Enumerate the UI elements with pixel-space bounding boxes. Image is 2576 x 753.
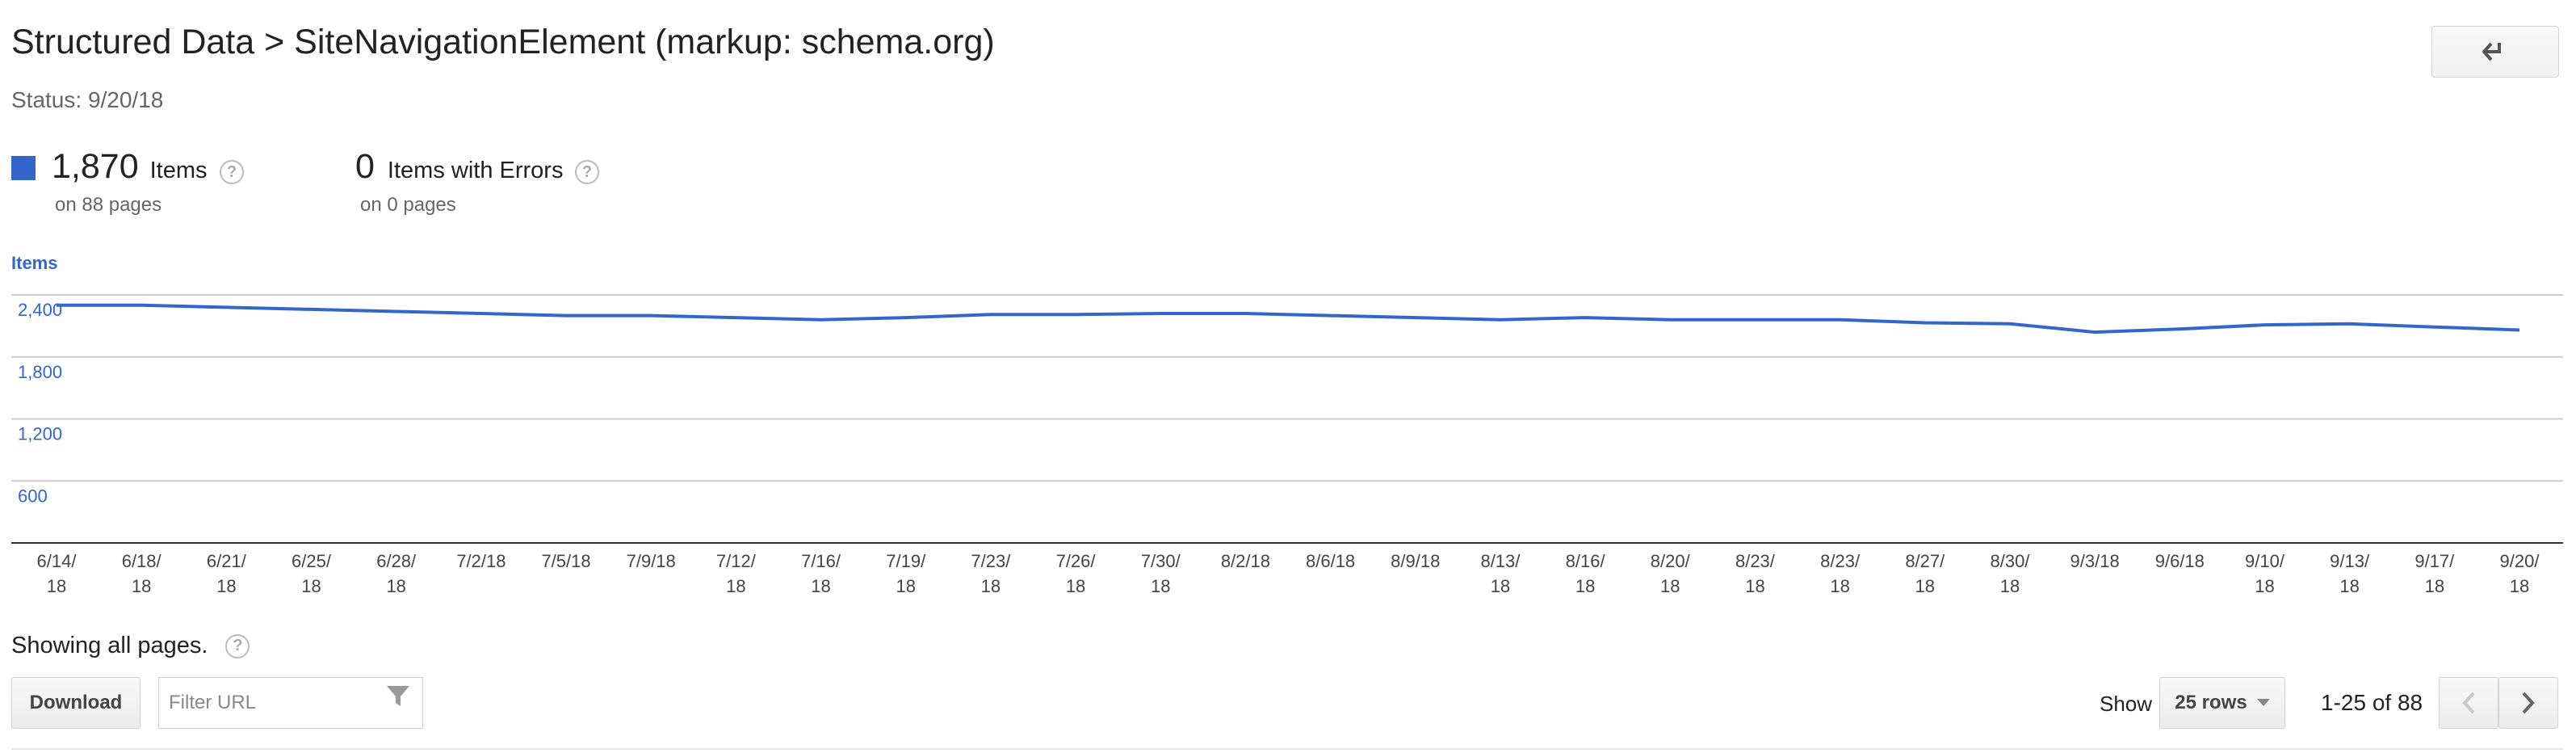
x-tick-label: 9/17/18 bbox=[2414, 551, 2455, 596]
x-tick-label: 8/20/18 bbox=[1651, 551, 1691, 596]
show-label: Show bbox=[2100, 692, 2153, 716]
items-label: Items bbox=[149, 158, 208, 183]
y-tick-label: 2,400 bbox=[18, 300, 62, 320]
x-tick-label: 6/21/18 bbox=[207, 551, 247, 596]
x-tick-label: 6/18/18 bbox=[122, 551, 162, 596]
x-tick-label: 7/23/18 bbox=[971, 551, 1011, 596]
showing-text: Showing all pages. bbox=[11, 633, 208, 658]
showing-row: Showing all pages. ? bbox=[11, 633, 250, 659]
items-pages: on 88 pages bbox=[55, 194, 162, 216]
series-line-items bbox=[57, 303, 2520, 334]
x-tick-label: 7/30/18 bbox=[1141, 551, 1181, 596]
items-metric: 1,870 Items bbox=[52, 147, 208, 187]
x-tick-label: 8/2/18 bbox=[1221, 551, 1270, 571]
errors-metric: 0 Items with Errors bbox=[355, 147, 563, 187]
series-color-swatch bbox=[11, 156, 36, 180]
x-tick-label: 8/6/18 bbox=[1306, 551, 1355, 571]
filter-icon[interactable] bbox=[385, 684, 411, 709]
x-tick-label: 8/9/18 bbox=[1391, 551, 1440, 571]
caret-down-icon bbox=[2256, 699, 2270, 706]
items-line-chart: 2,400 1,800 1,200 600 6/14/18 6/18/18 6/21/18 6… bbox=[11, 294, 2563, 596]
y-tick-label: 1,200 bbox=[18, 424, 62, 444]
x-tick-label: 7/26/18 bbox=[1056, 551, 1097, 596]
pagination-range: 1-25 of 88 bbox=[2321, 690, 2423, 715]
x-tick-label: 8/23/18 bbox=[1820, 551, 1861, 596]
back-arrow-icon bbox=[2482, 42, 2501, 61]
x-tick-label: 9/20/18 bbox=[2500, 551, 2540, 596]
x-tick-label: 6/25/18 bbox=[292, 551, 332, 596]
filter-url-input[interactable] bbox=[167, 686, 380, 720]
rows-per-page-select[interactable]: 25 rows bbox=[2159, 677, 2285, 729]
y-tick-label: 1,800 bbox=[18, 362, 62, 382]
back-button[interactable] bbox=[2431, 26, 2559, 78]
x-tick-label: 9/10/18 bbox=[2245, 551, 2285, 596]
chevron-right-icon bbox=[2522, 692, 2535, 714]
chart-series-label: Items bbox=[11, 253, 58, 273]
x-tick-label: 6/28/18 bbox=[376, 551, 417, 596]
page-title: Structured Data > SiteNavigationElement … bbox=[11, 23, 995, 61]
x-tick-label: 7/19/18 bbox=[886, 551, 926, 596]
x-tick-label: 8/13/18 bbox=[1480, 551, 1521, 596]
previous-page-button[interactable] bbox=[2439, 677, 2498, 729]
x-tick-label: 8/23/18 bbox=[1735, 551, 1776, 596]
next-page-button[interactable] bbox=[2498, 677, 2558, 729]
help-icon[interactable]: ? bbox=[575, 160, 599, 184]
x-tick-label: 6/14/18 bbox=[37, 551, 78, 596]
filter-url-field bbox=[158, 677, 423, 729]
help-icon[interactable]: ? bbox=[225, 633, 250, 658]
x-tick-label: 9/3/18 bbox=[2070, 551, 2120, 571]
x-tick-label: 7/5/18 bbox=[541, 551, 590, 571]
x-tick-label: 8/16/18 bbox=[1566, 551, 1606, 596]
download-button[interactable]: Download bbox=[11, 677, 141, 729]
status-date: Status: 9/20/18 bbox=[11, 87, 164, 112]
x-tick-label: 7/9/18 bbox=[627, 551, 676, 571]
chevron-left-icon bbox=[2462, 692, 2475, 714]
x-tick-label: 8/27/18 bbox=[1905, 551, 1945, 596]
help-icon[interactable]: ? bbox=[220, 160, 244, 184]
divider bbox=[11, 748, 2563, 750]
items-count: 1,870 bbox=[52, 147, 139, 186]
x-tick-label: 7/12/18 bbox=[716, 551, 757, 596]
x-tick-label: 7/2/18 bbox=[456, 551, 506, 571]
rows-per-page-value: 25 rows bbox=[2175, 692, 2247, 713]
x-tick-label: 8/30/18 bbox=[1990, 551, 2030, 596]
x-tick-label: 7/16/18 bbox=[801, 551, 841, 596]
x-tick-label: 9/6/18 bbox=[2155, 551, 2205, 571]
errors-pages: on 0 pages bbox=[360, 194, 456, 216]
x-tick-label: 9/13/18 bbox=[2330, 551, 2370, 596]
errors-label: Items with Errors bbox=[387, 158, 564, 183]
y-tick-label: 600 bbox=[18, 486, 48, 506]
errors-count: 0 bbox=[355, 147, 375, 186]
